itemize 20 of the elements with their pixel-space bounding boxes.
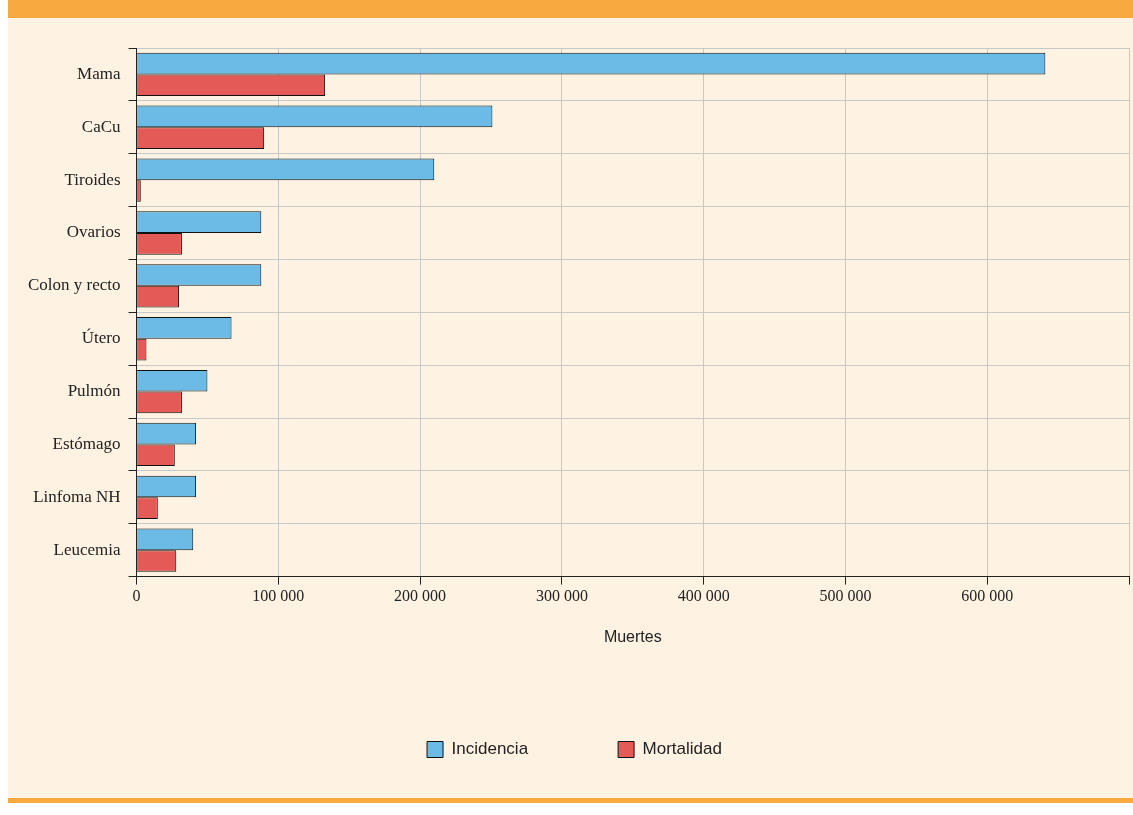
legend-label: Incidencia xyxy=(451,739,529,759)
x-tick-label: 200 000 xyxy=(394,587,447,605)
y-tick-label: CaCu xyxy=(81,116,122,136)
x-tick-label: 300 000 xyxy=(535,587,588,605)
y-tick-label: Pulmón xyxy=(67,381,122,401)
y-tick-label: Tiroides xyxy=(64,169,121,189)
x-tick-label: 0 xyxy=(132,587,141,605)
y-tick-label: Útero xyxy=(81,328,121,348)
y-tick-label: Colon y recto xyxy=(27,275,121,295)
x-tick-label: 100 000 xyxy=(252,587,305,605)
x-tick-label: 600 000 xyxy=(961,587,1014,605)
x-axis-title: Muertes xyxy=(603,627,662,645)
y-tick-label: Mama xyxy=(77,63,121,83)
x-tick-label: 500 000 xyxy=(819,587,872,605)
legend-label: Mortalidad xyxy=(642,739,722,759)
y-tick-label: Estómago xyxy=(52,433,121,453)
y-tick-label: Linfoma NH xyxy=(33,486,121,506)
x-tick-label: 400 000 xyxy=(677,587,730,605)
y-tick-label: Leucemia xyxy=(53,539,121,559)
y-tick-label: Ovarios xyxy=(66,222,121,242)
